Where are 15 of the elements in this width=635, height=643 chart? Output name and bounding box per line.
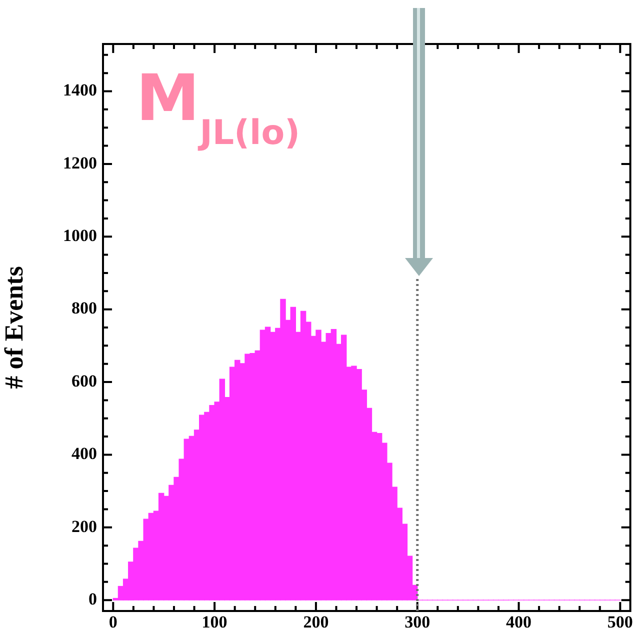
y-tick-label: 600 [72, 371, 97, 390]
x-tick-label: 300 [404, 612, 430, 632]
x-tick-label: 200 [303, 612, 329, 632]
y-tick-label: 1400 [63, 80, 97, 100]
x-tick-label: 400 [506, 612, 532, 632]
x-tick-label: 500 [607, 612, 633, 632]
y-axis-title: # of Events [0, 266, 28, 389]
x-tick-label: 100 [202, 612, 228, 632]
y-tick-label: 800 [72, 298, 97, 318]
y-tick-label: 200 [72, 516, 97, 536]
y-tick-label: 1000 [63, 226, 97, 246]
y-tick-label: 400 [72, 444, 97, 464]
y-tick-label: 0 [88, 589, 97, 608]
y-tick-label: 1200 [63, 153, 97, 172]
x-tick-label: 0 [108, 612, 118, 632]
